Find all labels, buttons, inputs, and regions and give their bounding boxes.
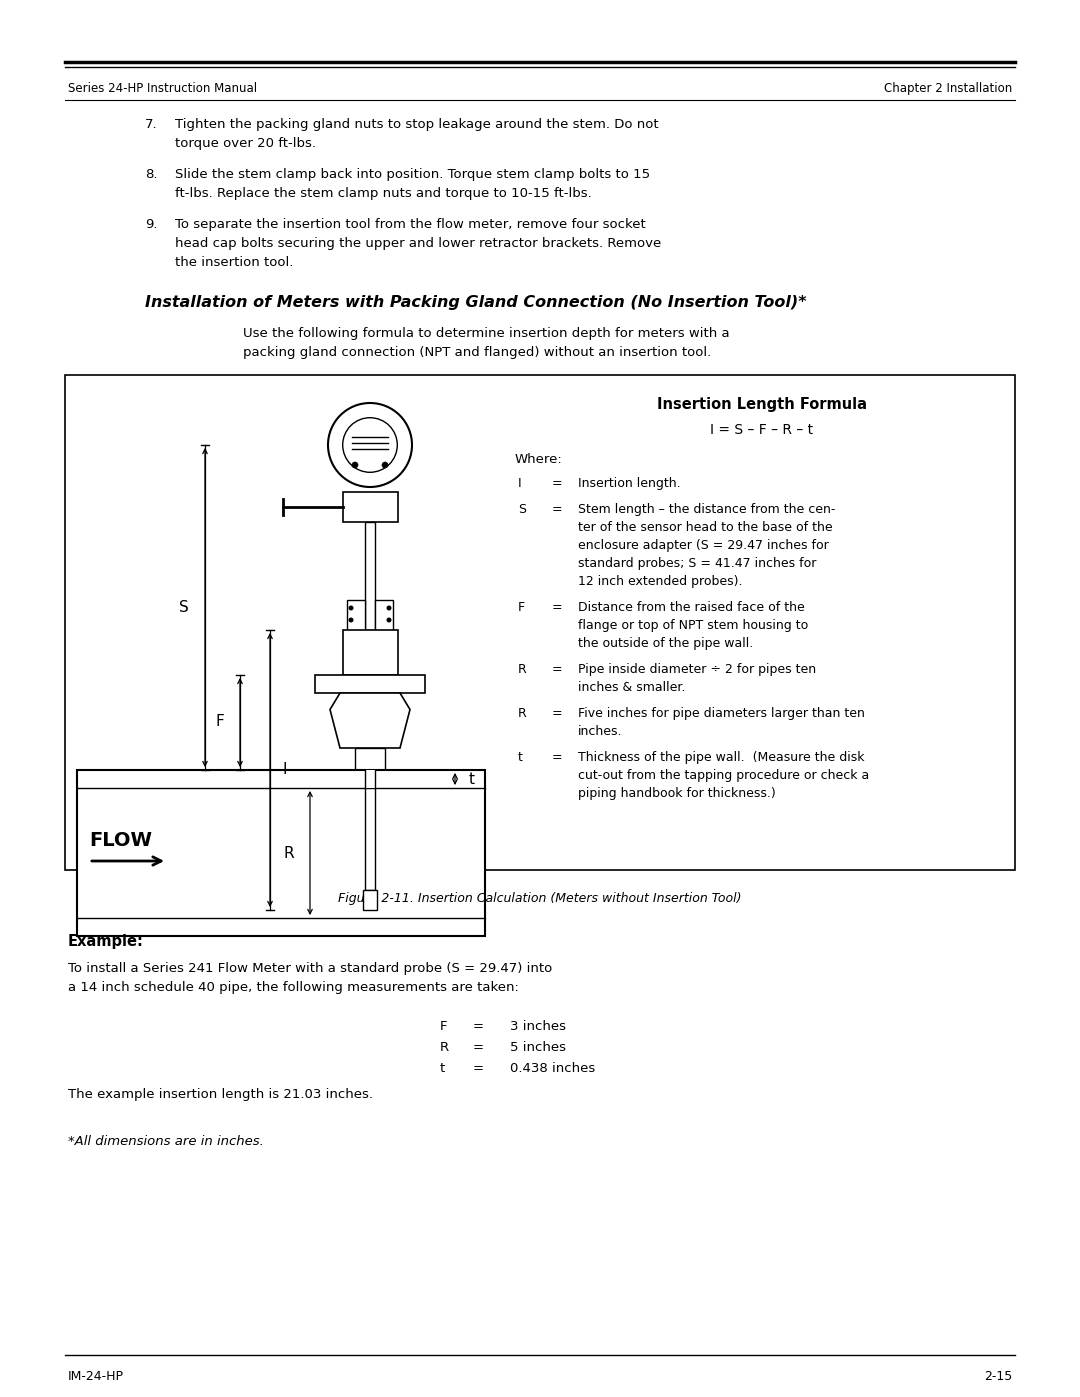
Bar [77,770,485,936]
Text: F: F [215,714,224,729]
Text: Five inches for pipe diameters larger than ten: Five inches for pipe diameters larger th… [578,707,865,719]
Bar [342,492,397,522]
Text: 3 inches: 3 inches [510,1020,566,1032]
Polygon shape [330,693,410,747]
Text: head cap bolts securing the upper and lower retractor brackets. Remove: head cap bolts securing the upper and lo… [175,237,661,250]
Text: flange or top of NPT stem housing to: flange or top of NPT stem housing to [578,619,808,631]
Text: cut-out from the tapping procedure or check a: cut-out from the tapping procedure or ch… [578,768,869,782]
Text: the outside of the pipe wall.: the outside of the pipe wall. [578,637,753,650]
Text: enclosure adapter (S = 29.47 inches for: enclosure adapter (S = 29.47 inches for [578,539,828,552]
Text: =: = [552,707,563,719]
Text: 0.438 inches: 0.438 inches [510,1062,595,1076]
Text: Installation of Meters with Packing Gland Connection (No Insertion Tool)*: Installation of Meters with Packing Glan… [145,295,807,310]
Text: R: R [518,707,527,719]
Text: =: = [552,503,563,515]
Text: piping handbook for thickness.): piping handbook for thickness.) [578,787,775,800]
Text: =: = [473,1041,484,1053]
Bar [315,675,426,693]
Text: standard probes; S = 41.47 inches for: standard probes; S = 41.47 inches for [578,557,816,570]
Circle shape [387,605,391,610]
Text: Slide the stem clamp back into position. Torque stem clamp bolts to 15: Slide the stem clamp back into position.… [175,168,650,182]
Text: Use the following formula to determine insertion depth for meters with a: Use the following formula to determine i… [243,327,730,339]
Circle shape [387,617,391,623]
Text: Insertion Length Formula: Insertion Length Formula [657,397,867,412]
Circle shape [382,462,388,468]
Text: Figure 2-11. Insertion Calculation (Meters without Insertion Tool): Figure 2-11. Insertion Calculation (Mete… [338,893,742,905]
Bar [347,599,365,636]
Text: inches & smaller.: inches & smaller. [578,680,686,694]
Text: 9.: 9. [145,218,158,231]
Text: =: = [473,1020,484,1032]
Text: t: t [518,752,523,764]
Text: R: R [518,664,527,676]
Text: Series 24-HP Instruction Manual: Series 24-HP Instruction Manual [68,82,257,95]
Text: Thickness of the pipe wall.  (Measure the disk: Thickness of the pipe wall. (Measure the… [578,752,864,764]
Text: *All dimensions are in inches.: *All dimensions are in inches. [68,1134,264,1148]
Bar [365,770,375,788]
Text: I: I [282,763,286,778]
Text: torque over 20 ft-lbs.: torque over 20 ft-lbs. [175,137,316,149]
Text: The example insertion length is 21.03 inches.: The example insertion length is 21.03 in… [68,1088,373,1101]
Text: FLOW: FLOW [89,831,152,849]
Bar [365,522,375,630]
Text: t: t [469,771,475,787]
Bar [363,890,377,909]
Text: R: R [440,1041,449,1053]
Text: 2-15: 2-15 [984,1370,1012,1383]
Text: 5 inches: 5 inches [510,1041,566,1053]
Text: Tighten the packing gland nuts to stop leakage around the stem. Do not: Tighten the packing gland nuts to stop l… [175,117,659,131]
Text: Example:: Example: [68,935,144,949]
Text: 8.: 8. [145,168,158,182]
Text: ft-lbs. Replace the stem clamp nuts and torque to 10-15 ft-lbs.: ft-lbs. Replace the stem clamp nuts and … [175,187,592,200]
Text: I = S – F – R – t: I = S – F – R – t [711,423,813,437]
Text: Pipe inside diameter ÷ 2 for pipes ten: Pipe inside diameter ÷ 2 for pipes ten [578,664,816,676]
Text: Chapter 2 Installation: Chapter 2 Installation [883,82,1012,95]
Text: Where:: Where: [515,453,563,467]
Circle shape [349,617,353,623]
Text: To separate the insertion tool from the flow meter, remove four socket: To separate the insertion tool from the … [175,218,646,231]
Text: =: = [552,664,563,676]
Text: t: t [440,1062,445,1076]
Text: F: F [518,601,525,615]
Circle shape [349,605,353,610]
Text: the insertion tool.: the insertion tool. [175,256,294,270]
Text: 12 inch extended probes).: 12 inch extended probes). [578,576,743,588]
Text: Insertion length.: Insertion length. [578,476,680,490]
Text: packing gland connection (NPT and flanged) without an insertion tool.: packing gland connection (NPT and flange… [243,346,712,359]
Text: =: = [552,752,563,764]
Text: S: S [518,503,526,515]
Text: Distance from the raised face of the: Distance from the raised face of the [578,601,805,615]
Text: 7.: 7. [145,117,158,131]
Text: I: I [518,476,522,490]
Text: To install a Series 241 Flow Meter with a standard probe (S = 29.47) into: To install a Series 241 Flow Meter with … [68,963,552,975]
Text: R: R [283,845,294,861]
Bar [375,599,393,636]
Text: IM-24-HP: IM-24-HP [68,1370,124,1383]
Bar [65,374,1015,870]
Text: a 14 inch schedule 40 pipe, the following measurements are taken:: a 14 inch schedule 40 pipe, the followin… [68,981,518,995]
Text: =: = [552,601,563,615]
Circle shape [352,462,357,468]
Bar [342,630,397,675]
Text: S: S [179,599,189,615]
Text: =: = [473,1062,484,1076]
Bar [365,788,375,890]
Text: ter of the sensor head to the base of the: ter of the sensor head to the base of th… [578,521,833,534]
Text: F: F [440,1020,447,1032]
Bar [355,747,384,770]
Text: inches.: inches. [578,725,622,738]
Text: =: = [552,476,563,490]
Text: Stem length – the distance from the cen-: Stem length – the distance from the cen- [578,503,835,515]
